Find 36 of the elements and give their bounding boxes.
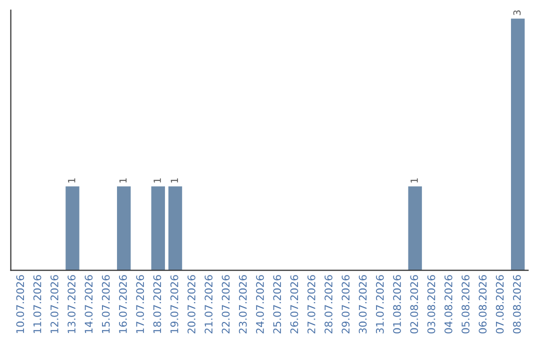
x-tick-label: 31.07.2026 (376, 275, 384, 334)
x-tick-label: 30.07.2026 (358, 275, 367, 334)
data-label: 1 (119, 178, 127, 183)
x-tick-label: 18.07.2026 (153, 275, 162, 333)
x-tick-label: 13.07.2026 (68, 275, 76, 333)
data-label: 1 (68, 178, 76, 183)
data-label: 1 (170, 178, 178, 183)
x-tick-label: 29.07.2026 (342, 275, 350, 334)
x-tick-label: 07.08.2026 (496, 275, 504, 334)
x-tick-label: 02.08.2026 (410, 275, 418, 334)
x-tick-label: 11.07.2026 (33, 275, 42, 333)
data-label: 1 (154, 178, 161, 183)
x-tick-label: 20.07.2026 (188, 275, 196, 334)
x-tick-label: 27.07.2026 (307, 275, 316, 334)
x-tick-label: 06.08.2026 (478, 275, 487, 334)
x-tick-label: 12.07.2026 (50, 275, 58, 333)
x-tick-label: 28.07.2026 (324, 275, 332, 334)
data-label: 3 (513, 10, 521, 16)
x-tick-label: 25.07.2026 (273, 275, 282, 334)
data-label: 1 (410, 178, 418, 183)
x-tick-label: 08.08.2026 (512, 275, 521, 334)
x-tick-label: 16.07.2026 (119, 275, 127, 333)
x-tick-label: 03.08.2026 (427, 275, 436, 334)
x-tick-label: 14.07.2026 (84, 275, 93, 333)
x-tick-label: 04.08.2026 (444, 275, 452, 334)
x-tick-label: 23.07.2026 (238, 275, 247, 334)
x-tick-label: 05.08.2026 (462, 275, 470, 334)
x-tick-label: 24.07.2026 (256, 275, 264, 334)
x-tick-label: 26.07.2026 (290, 275, 298, 334)
x-tick-label: 15.07.2026 (102, 275, 110, 333)
x-tick-label: 19.07.2026 (170, 275, 178, 333)
x-tick-label: 22.07.2026 (222, 275, 230, 334)
x-tick-label: 17.07.2026 (136, 275, 144, 333)
x-tick-label: 10.07.2026 (16, 275, 24, 333)
x-tick-label: 21.07.2026 (204, 275, 213, 334)
x-tick-label: 01.08.2026 (393, 275, 401, 334)
